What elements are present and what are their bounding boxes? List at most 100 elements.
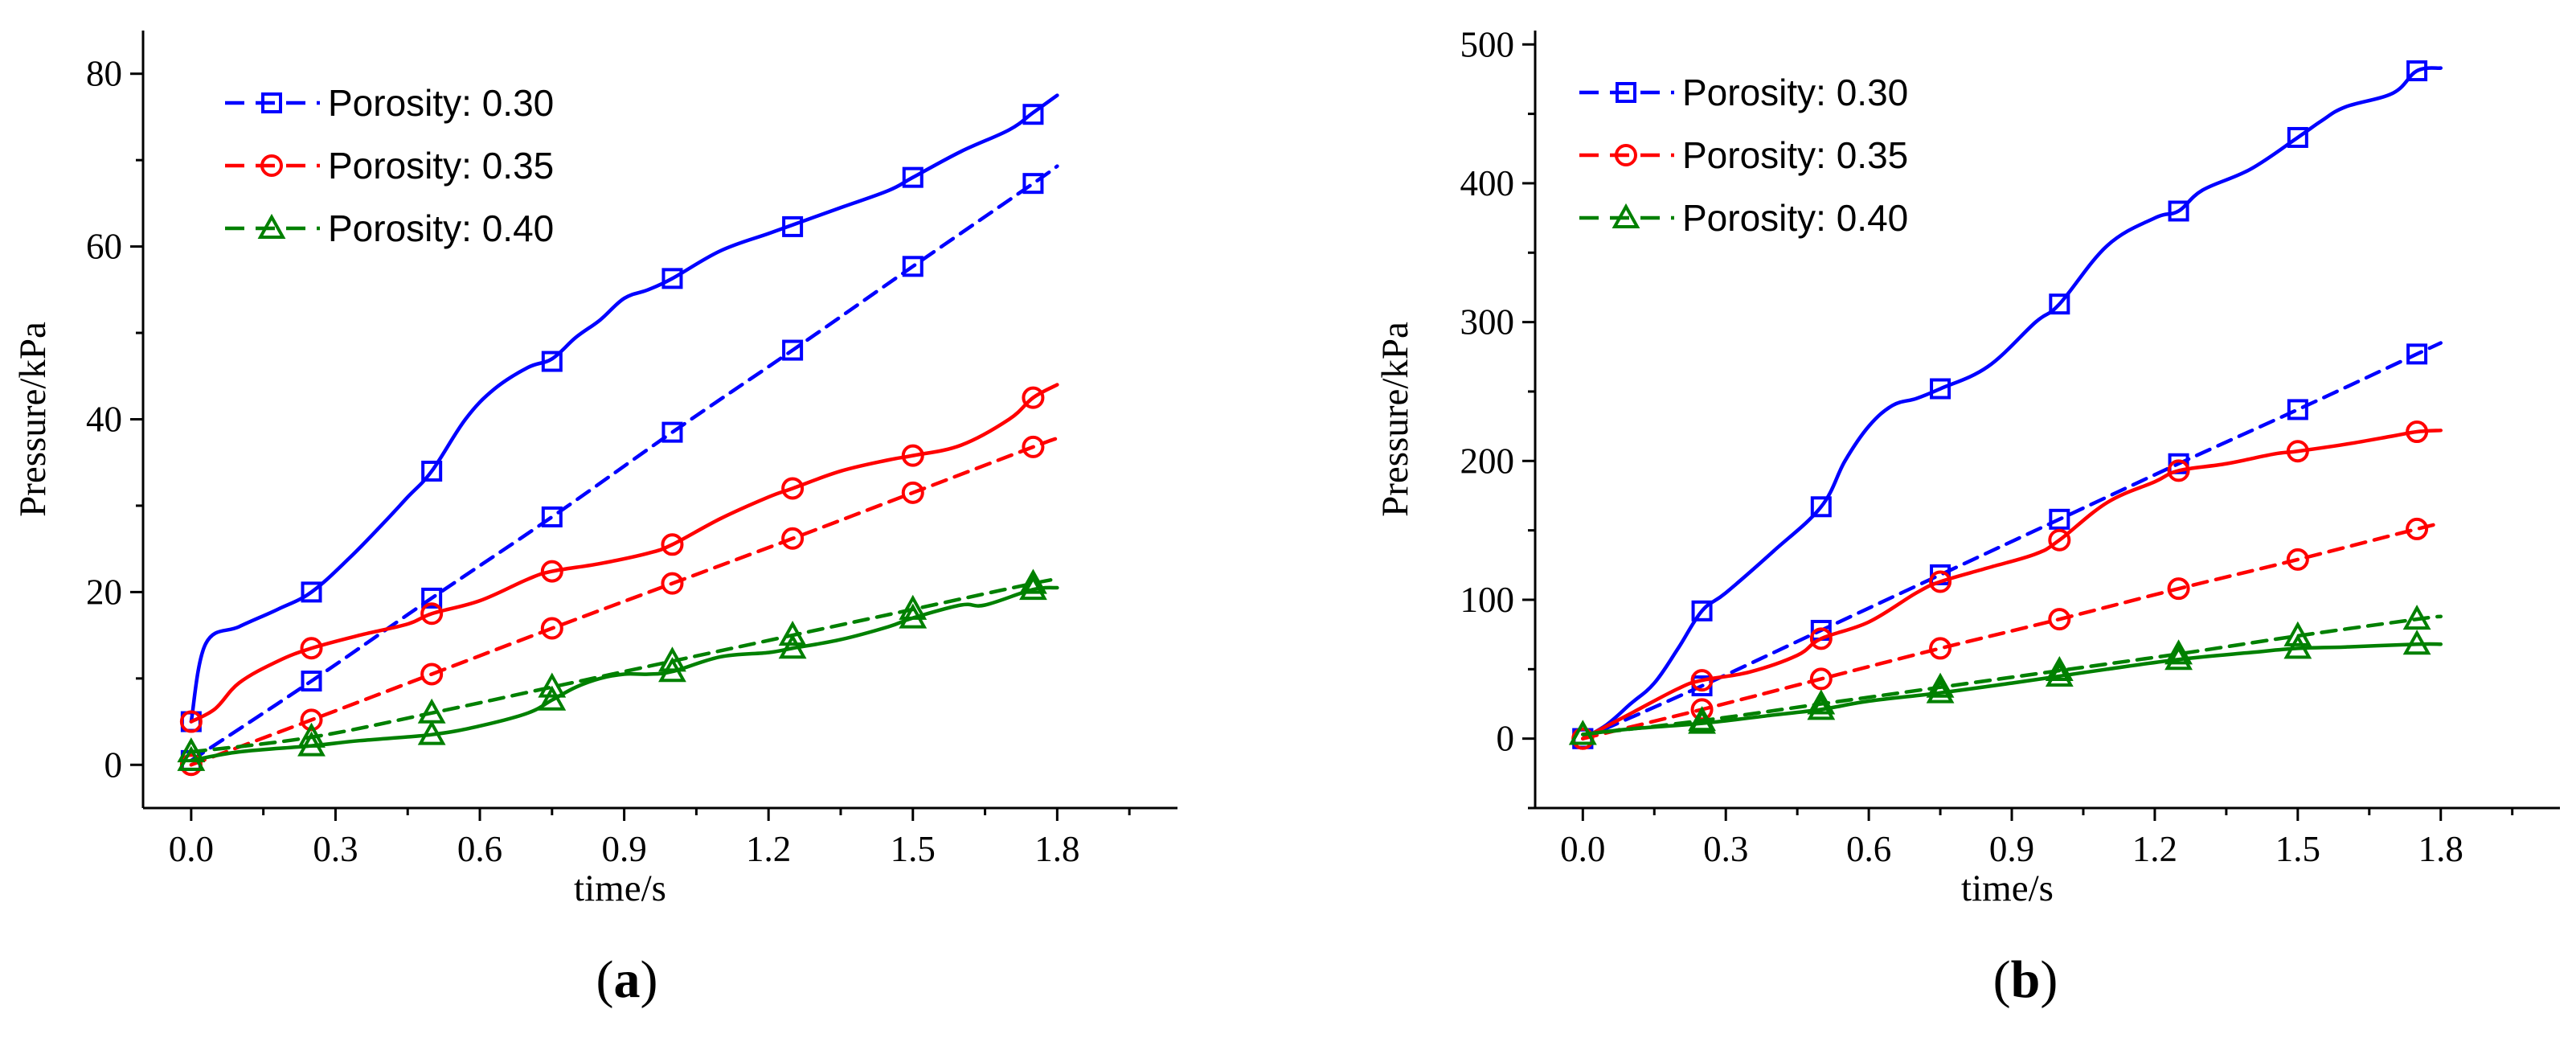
data-point-triangle bbox=[177, 737, 206, 763]
data-point-triangle bbox=[417, 720, 446, 745]
x-tick-label: 0.6 bbox=[457, 829, 502, 869]
x-tick-label: 0.3 bbox=[1703, 829, 1748, 869]
series-solid-0 bbox=[180, 93, 1059, 732]
data-point-triangle bbox=[1568, 720, 1597, 745]
series-line bbox=[189, 577, 1059, 754]
y-tick-label: 20 bbox=[86, 572, 122, 612]
data-point-triangle bbox=[1807, 689, 1836, 715]
legend: Porosity: 0.30 Porosity: 0.35 Porosity: 0.… bbox=[225, 82, 554, 249]
x-tick-label: 1.2 bbox=[2132, 829, 2177, 869]
legend-entry: Porosity: 0.30 bbox=[1579, 72, 1908, 113]
y-tick-label: 0 bbox=[104, 745, 123, 785]
data-point-circle bbox=[1929, 637, 1952, 660]
data-point-square bbox=[541, 351, 563, 372]
x-tick-label: 1.5 bbox=[891, 829, 936, 869]
series-dashed-1 bbox=[1572, 341, 2443, 749]
data-point-triangle bbox=[2283, 621, 2312, 646]
legend-marker bbox=[1615, 144, 1637, 166]
series-line bbox=[1581, 521, 2443, 740]
data-point-circle bbox=[2286, 440, 2309, 463]
y-axis-title: Pressure/kPa bbox=[1374, 322, 1416, 517]
y-tick-label: 40 bbox=[86, 400, 122, 440]
axes-frame bbox=[1534, 31, 2560, 810]
data-point-triangle bbox=[297, 722, 326, 748]
data-point-triangle bbox=[417, 698, 446, 724]
data-point-circle bbox=[300, 708, 323, 732]
series-line bbox=[1581, 429, 2443, 740]
y-tick-label: 60 bbox=[86, 227, 122, 267]
x-tick-label: 1.5 bbox=[2275, 829, 2320, 869]
data-point-circle bbox=[661, 533, 684, 556]
data-point-square bbox=[1810, 496, 1832, 518]
data-point-square bbox=[301, 581, 322, 603]
data-point-square bbox=[782, 339, 804, 361]
data-point-triangle bbox=[2164, 645, 2193, 671]
data-point-triangle bbox=[2164, 639, 2193, 665]
series-solid-4 bbox=[1568, 630, 2443, 745]
data-point-circle bbox=[420, 663, 444, 686]
y-axis-title: Pressure/kPa bbox=[12, 322, 54, 517]
series-solid-2 bbox=[1571, 420, 2443, 750]
data-point-circle bbox=[661, 572, 684, 595]
data-point-circle bbox=[179, 710, 203, 733]
legend-entry: Porosity: 0.40 bbox=[225, 207, 554, 249]
legend-marker bbox=[257, 213, 286, 239]
data-point-square bbox=[661, 421, 683, 443]
data-point-square bbox=[1022, 173, 1044, 195]
data-point-square bbox=[2049, 293, 2070, 315]
data-point-square bbox=[301, 671, 322, 692]
series-dashed-5 bbox=[177, 568, 1059, 763]
data-point-square bbox=[661, 268, 683, 289]
y-tick-label: 100 bbox=[1460, 580, 1515, 620]
data-point-square bbox=[421, 587, 443, 609]
x-tick-label: 0.9 bbox=[601, 829, 646, 869]
x-tick-label: 0.6 bbox=[1846, 829, 1891, 869]
legend: Porosity: 0.30 Porosity: 0.35 Porosity: 0.… bbox=[1579, 72, 1908, 239]
y-tick-label: 80 bbox=[86, 54, 122, 94]
x-axis-title: time/s bbox=[574, 868, 666, 909]
data-point-circle bbox=[2286, 548, 2309, 571]
chart-panel-a: 0 20 40 60 80 0.0 0.3 0.6 0.9 1.2 1.5 1.8 Porosity:… bbox=[12, 31, 1177, 1009]
data-point-circle bbox=[2167, 459, 2190, 482]
x-tick-label: 0.0 bbox=[169, 829, 214, 869]
series-line bbox=[189, 383, 1059, 724]
data-point-square bbox=[782, 215, 804, 237]
data-point-circle bbox=[1022, 386, 1045, 409]
axis-ticks: 0 100 200 300 400 500 0.0 0.3 0.6 0.9 1.2 1.5 1.8 bbox=[1460, 24, 2514, 869]
x-axis-title: time/s bbox=[1961, 868, 2054, 909]
panel-label-b: (b) bbox=[1993, 950, 2058, 1009]
data-point-circle bbox=[420, 602, 444, 626]
data-point-triangle bbox=[1688, 706, 1716, 732]
legend-label: Porosity: 0.40 bbox=[328, 207, 554, 249]
data-point-triangle bbox=[1019, 575, 1047, 601]
x-tick-label: 1.8 bbox=[2418, 829, 2463, 869]
x-tick-label: 0.0 bbox=[1560, 829, 1605, 869]
data-point-triangle bbox=[778, 621, 807, 646]
series-dashed-1 bbox=[180, 164, 1059, 771]
data-point-circle bbox=[2048, 528, 2071, 552]
y-tick-label: 400 bbox=[1460, 163, 1515, 203]
data-point-circle bbox=[1690, 669, 1714, 692]
panel-label-a: (a) bbox=[596, 950, 658, 1009]
data-point-triangle bbox=[2402, 630, 2431, 655]
series-line bbox=[189, 93, 1059, 724]
x-tick-label: 0.9 bbox=[1989, 829, 2034, 869]
data-point-circle bbox=[901, 444, 924, 467]
series-line bbox=[1581, 341, 2443, 740]
data-point-triangle bbox=[538, 672, 567, 698]
series-line bbox=[189, 436, 1059, 767]
series-line bbox=[189, 164, 1059, 763]
x-tick-label: 1.8 bbox=[1034, 829, 1079, 869]
chart-panel-b: 0 100 200 300 400 500 0.0 0.3 0.6 0.9 1.2 1.5 1.8 Po… bbox=[1374, 24, 2560, 1009]
data-point-square bbox=[2406, 60, 2428, 82]
data-point-circle bbox=[2406, 517, 2429, 540]
data-point-circle bbox=[901, 481, 924, 504]
legend-entry: Porosity: 0.30 bbox=[225, 82, 554, 124]
data-point-square bbox=[2406, 343, 2428, 365]
series-dashed-3 bbox=[179, 435, 1059, 777]
legend-label: Porosity: 0.40 bbox=[1682, 197, 1908, 239]
series-dashed-3 bbox=[1571, 517, 2443, 750]
data-point-circle bbox=[2048, 608, 2071, 631]
data-point-circle bbox=[781, 527, 805, 550]
series-line bbox=[1581, 642, 2443, 736]
